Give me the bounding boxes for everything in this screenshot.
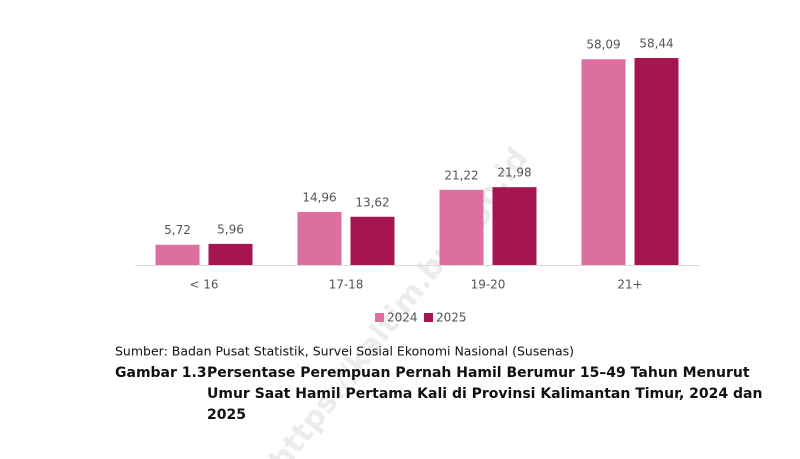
bar xyxy=(439,189,484,265)
bar xyxy=(350,216,395,265)
bar xyxy=(297,212,342,265)
legend-label: 2024 xyxy=(387,311,418,325)
data-label: 58,09 xyxy=(586,38,620,52)
bar xyxy=(208,243,253,265)
bar xyxy=(155,244,200,265)
bar xyxy=(581,59,626,266)
data-label: 21,22 xyxy=(444,168,478,182)
data-label: 5,96 xyxy=(217,222,244,236)
source: Sumber: Badan Pusat Statistik, Survei So… xyxy=(115,344,574,359)
legend-swatch xyxy=(424,313,433,322)
legend-swatch xyxy=(375,313,384,322)
figure-number: Gambar 1.3 xyxy=(115,365,207,381)
caption-line: Umur Saat Hamil Pertama Kali di Provinsi… xyxy=(207,386,762,402)
data-label: 14,96 xyxy=(302,191,336,205)
bar xyxy=(492,187,537,265)
x-tick-label: < 16 xyxy=(189,278,218,292)
x-tick-label: 17-18 xyxy=(329,278,364,292)
data-label: 13,62 xyxy=(355,195,389,209)
x-tick-label: 19-20 xyxy=(471,278,506,292)
data-label: 21,98 xyxy=(497,166,531,180)
x-tick-label: 21+ xyxy=(617,278,642,292)
caption-line: Persentase Perempuan Pernah Hamil Berumu… xyxy=(207,365,750,381)
bar xyxy=(634,58,679,265)
legend-label: 2025 xyxy=(436,311,467,325)
caption-line: 2025 xyxy=(207,407,246,423)
data-label: 5,72 xyxy=(164,223,191,237)
data-label: 58,44 xyxy=(639,37,673,51)
